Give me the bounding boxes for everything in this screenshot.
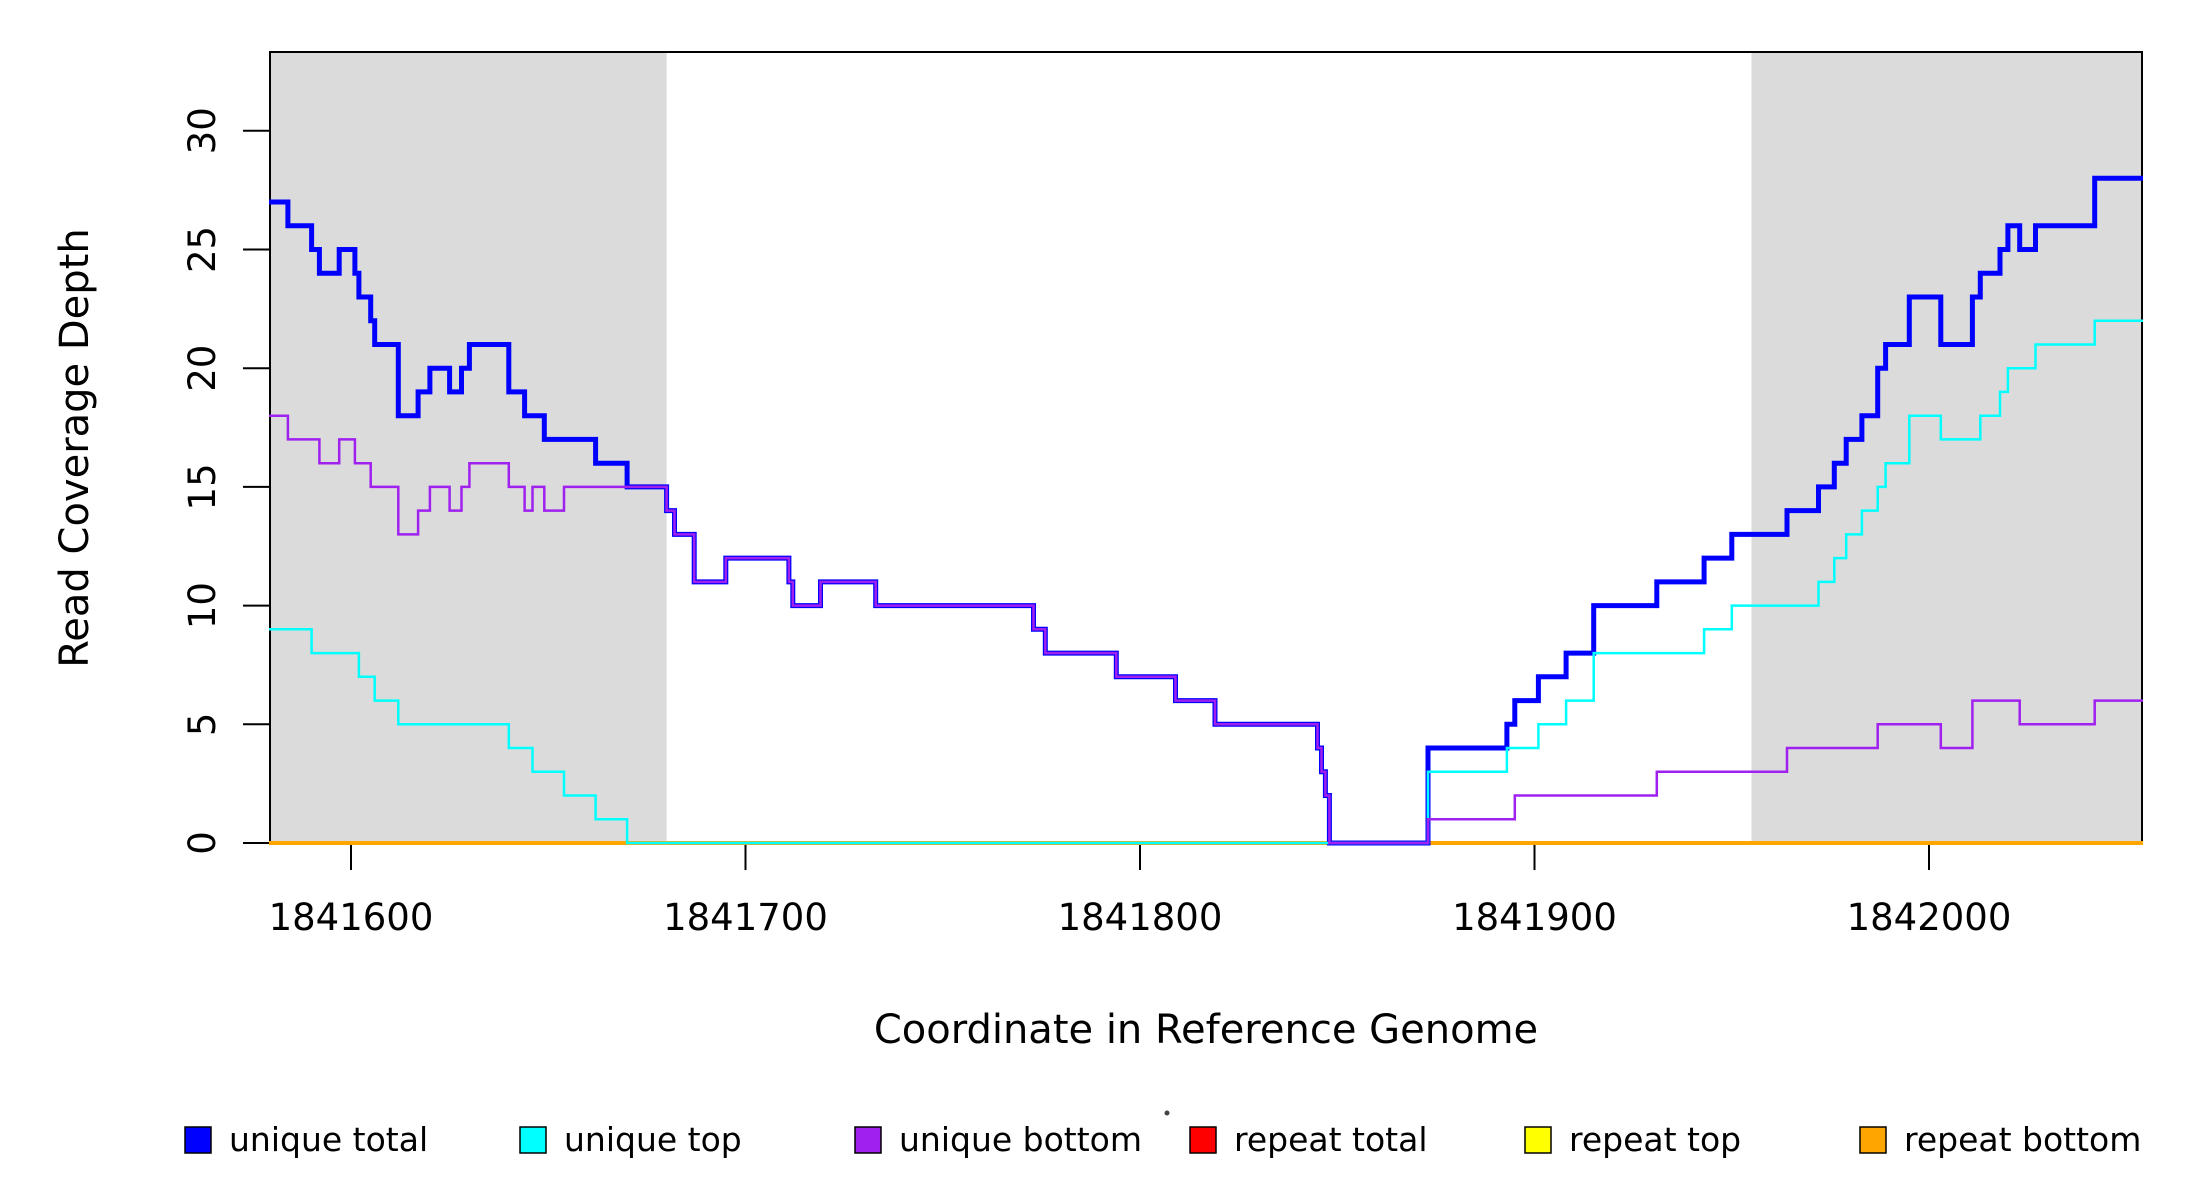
x-tick-label: 1841700 [663,896,828,939]
legend-item-unique-bottom: unique bottom [854,1120,1142,1159]
legend-item-unique-total: unique total [184,1120,428,1159]
legend-swatch-unique-bottom-icon [854,1126,882,1154]
y-tick-label: 0 [181,831,224,855]
y-tick-label: 30 [181,107,224,154]
legend-label: repeat total [1234,1120,1428,1159]
legend-swatch-unique-total-icon [184,1126,212,1154]
x-tick-label: 1841900 [1452,896,1617,939]
legend-row: unique total unique top unique bottom repea… [184,1120,2141,1159]
y-axis-title: Read Coverage Depth [52,228,98,667]
series-line-unique-top [269,319,2143,845]
y-tick-label: 20 [181,345,224,392]
x-tick-label: 1841800 [1058,896,1223,939]
stray-dot [1164,1110,1170,1116]
legend-item-repeat-bottom: repeat bottom [1859,1120,2141,1159]
legend-label: unique total [229,1120,428,1159]
legend-label: unique bottom [899,1120,1142,1159]
legend-item-repeat-total: repeat total [1189,1120,1428,1159]
series-layer [269,175,2143,846]
y-tick-label: 10 [181,582,224,629]
legend-swatch-unique-top-icon [519,1126,547,1154]
shaded-region-left-repeat-flank [271,53,667,842]
legend-item-repeat-top: repeat top [1524,1120,1741,1159]
shaded-region-right-repeat-flank [1751,53,2141,842]
legend-label: unique top [564,1120,742,1159]
x-tick-label: 1841600 [269,896,434,939]
y-tick-label: 5 [181,713,224,737]
series-line-unique-bottom [269,414,2143,845]
y-tick-label: 25 [181,226,224,273]
x-axis-title: Coordinate in Reference Genome [874,1007,1538,1053]
legend-label: repeat top [1569,1120,1741,1159]
y-tick-label: 15 [181,463,224,510]
axis-ticks-layer: 1841600 1841700 1841800 1841900 1842000 0 5 10 1… [181,107,2011,939]
legend-item-unique-top: unique top [519,1120,742,1159]
legend-swatch-repeat-total-icon [1189,1126,1217,1154]
legend-swatch-repeat-top-icon [1524,1126,1552,1154]
legend-swatch-repeat-bottom-icon [1859,1126,1887,1154]
x-tick-label: 1842000 [1847,896,2012,939]
shaded-regions-layer [271,53,2141,842]
legend-label: repeat bottom [1904,1120,2141,1159]
